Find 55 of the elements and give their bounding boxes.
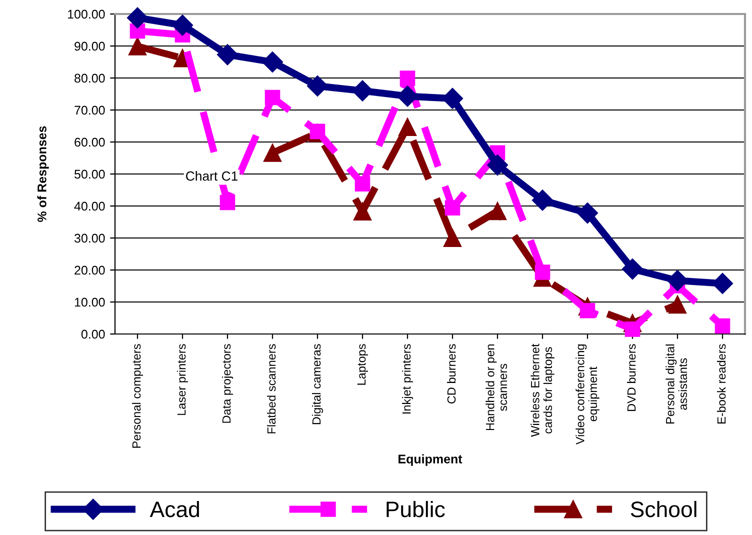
legend-label: Public [386,500,445,518]
x-tick-label: Laser printers [177,344,188,415]
point [576,202,598,224]
point [310,124,326,140]
x-tick-label: Laptops [357,344,368,385]
point [354,176,370,192]
legend-label: Acad [150,500,199,518]
point [534,264,550,280]
point [126,7,148,28]
point [622,258,644,280]
x-tick-label: Data projectors [222,344,234,423]
x-tick-label: E-book readers [716,344,726,424]
point [128,37,147,56]
point [714,318,730,334]
point [216,44,238,66]
x-tick-label: Inkjet printers [402,344,414,414]
x-axis-title: Equipment [398,454,462,466]
x-tick-label: Personal computers [132,344,143,448]
x-tick-label: Flatbed scanners [266,344,276,434]
y-tick-label: 60.00 [74,138,105,147]
point [220,194,236,210]
point [398,118,417,136]
point [353,202,372,220]
y-tick-label: 90.00 [74,42,105,51]
y-tick-label: 0.00 [81,330,105,339]
y-tick-label: 80.00 [74,74,105,83]
point [400,70,416,86]
point [488,202,507,220]
y-tick-label: 30.00 [74,234,105,243]
x-tick-label: Wireless Ethernet cards for laptops [530,344,554,437]
point [668,296,687,314]
y-tick-label: 20.00 [74,266,105,275]
point [172,14,194,36]
point [264,90,280,106]
point [263,144,282,162]
y-tick-label: 10.00 [74,298,105,307]
point [262,51,284,73]
legend-label: School [630,500,696,518]
x-tick-label: DVD burners [626,344,636,411]
x-tick-label: Handheld or pen scanners [486,344,508,430]
point [443,228,462,248]
y-tick-label: 40.00 [74,202,105,211]
x-tick-label: Digital cameras [312,344,324,424]
y-tick-label: 50.00 [74,170,105,179]
annotation: Chart C1 [186,171,238,181]
x-tick-label: Video conferencing equipment [576,344,600,445]
y-tick-label: 70.00 [74,106,105,115]
y-tick-label: 100.00 [68,10,105,19]
point [580,303,596,318]
x-tick-label: Personal digital assistants [666,344,688,424]
point [486,154,508,176]
y-axis-title: % of Responses [37,126,49,222]
x-tick-label: CD burners [446,344,456,404]
point [532,190,554,211]
point [444,200,460,216]
